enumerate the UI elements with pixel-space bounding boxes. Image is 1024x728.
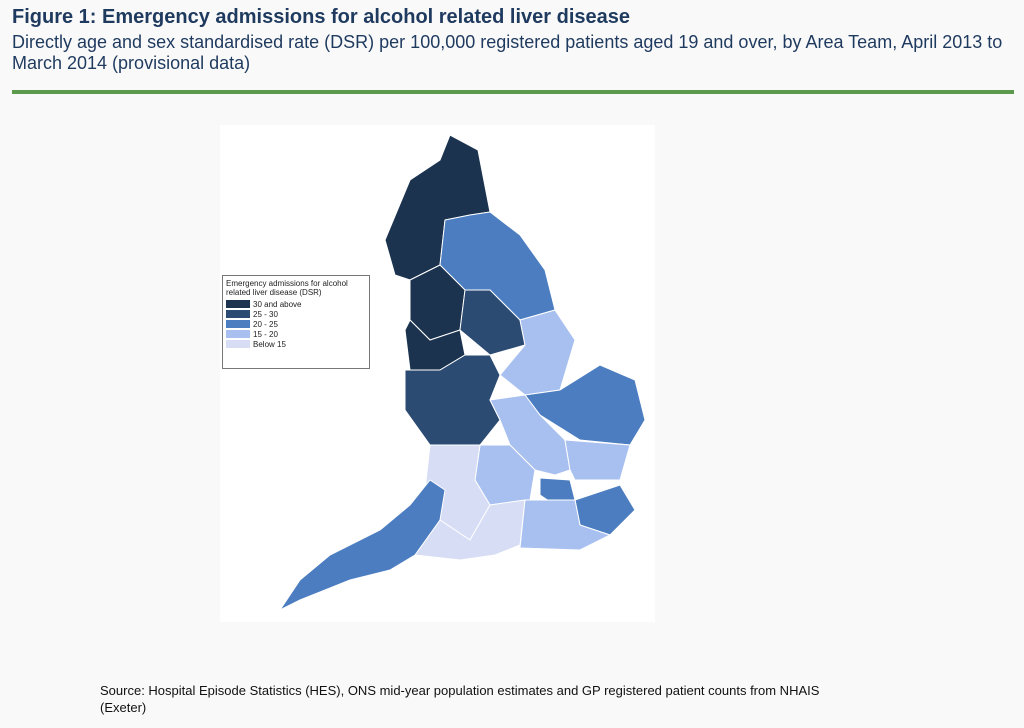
figure-subtitle: Directly age and sex standardised rate (… [12, 32, 1003, 73]
legend-swatch [226, 330, 250, 338]
map-region [278, 479, 446, 612]
legend-label: 30 and above [253, 299, 302, 309]
legend-title: Emergency admissions for alcohol related… [226, 279, 348, 297]
legend-item: 30 and above [226, 299, 366, 309]
legend-label: 15 - 20 [253, 329, 278, 339]
legend-item: Below 15 [226, 339, 366, 349]
map-region [489, 394, 571, 476]
legend-swatch [226, 340, 250, 348]
legend-label: 20 - 25 [253, 319, 278, 329]
legend-item: 20 - 25 [226, 319, 366, 329]
legend-label: Below 15 [253, 339, 286, 349]
legend-label: 25 - 30 [253, 309, 278, 319]
map-region [519, 499, 612, 551]
divider [12, 90, 1014, 94]
legend-swatch [226, 300, 250, 308]
source-note: Source: Hospital Episode Statistics (HES… [100, 683, 820, 715]
figure-title: Figure 1: Emergency admissions for alcoh… [12, 6, 631, 28]
legend-swatch [226, 320, 250, 328]
legend-swatch [226, 310, 250, 318]
legend-item: 15 - 20 [226, 329, 366, 339]
map-region [564, 439, 631, 481]
legend-item: 25 - 30 [226, 309, 366, 319]
map-legend: Emergency admissions for alcohol related… [222, 275, 370, 369]
